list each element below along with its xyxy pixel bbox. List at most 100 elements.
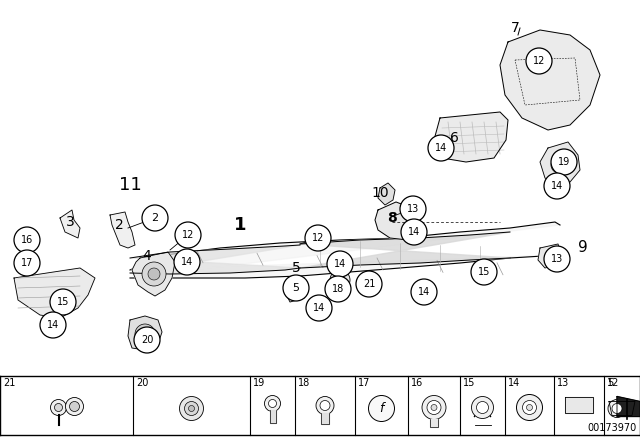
Circle shape [369, 396, 394, 422]
Text: 17: 17 [21, 258, 33, 268]
Circle shape [179, 396, 204, 421]
Text: 21: 21 [3, 378, 15, 388]
Circle shape [142, 205, 168, 231]
Text: 14: 14 [47, 320, 59, 330]
Circle shape [551, 149, 577, 175]
Circle shape [174, 249, 200, 275]
Text: 13: 13 [557, 378, 569, 388]
Text: 6: 6 [449, 131, 458, 145]
Polygon shape [130, 222, 560, 278]
Circle shape [471, 259, 497, 285]
Polygon shape [540, 142, 580, 185]
Circle shape [330, 270, 350, 290]
Circle shape [427, 401, 441, 414]
Circle shape [477, 401, 488, 414]
Polygon shape [565, 397, 593, 414]
Polygon shape [269, 410, 275, 423]
Circle shape [134, 327, 160, 353]
Circle shape [608, 400, 626, 418]
Polygon shape [300, 232, 510, 268]
Circle shape [140, 329, 150, 339]
Text: 11: 11 [118, 176, 141, 194]
Circle shape [325, 276, 351, 302]
Text: 15: 15 [478, 267, 490, 277]
Circle shape [51, 400, 67, 415]
Text: 9: 9 [578, 241, 588, 255]
Circle shape [269, 400, 276, 408]
Text: 14: 14 [181, 257, 193, 267]
Text: 2: 2 [152, 213, 159, 223]
Polygon shape [132, 252, 175, 296]
Text: 4: 4 [143, 249, 152, 263]
Polygon shape [375, 202, 420, 240]
Circle shape [544, 246, 570, 272]
Circle shape [184, 401, 198, 415]
Polygon shape [434, 112, 508, 162]
Polygon shape [286, 278, 308, 302]
Circle shape [431, 405, 437, 410]
Text: 14: 14 [334, 259, 346, 269]
Text: 15: 15 [463, 378, 476, 388]
Circle shape [316, 396, 334, 414]
Text: 14: 14 [313, 303, 325, 313]
Polygon shape [378, 183, 395, 205]
Text: 16: 16 [21, 235, 33, 245]
Circle shape [14, 250, 40, 276]
Circle shape [189, 405, 195, 412]
Circle shape [551, 157, 567, 173]
Text: 7: 7 [511, 21, 520, 35]
Circle shape [14, 227, 40, 253]
Circle shape [400, 196, 426, 222]
Circle shape [472, 396, 493, 418]
Text: 12: 12 [312, 233, 324, 243]
Circle shape [50, 289, 76, 315]
Polygon shape [321, 414, 329, 425]
Text: 5: 5 [607, 378, 613, 388]
Circle shape [320, 401, 330, 410]
Text: f: f [380, 402, 384, 415]
Polygon shape [110, 212, 135, 248]
Circle shape [527, 405, 532, 410]
Polygon shape [130, 245, 300, 274]
Circle shape [401, 219, 427, 245]
Text: 13: 13 [551, 254, 563, 264]
Circle shape [522, 401, 536, 414]
Text: 20: 20 [136, 378, 148, 388]
Circle shape [54, 404, 63, 412]
Text: 14: 14 [508, 378, 520, 388]
Circle shape [40, 312, 66, 338]
Polygon shape [60, 210, 80, 238]
Text: 17: 17 [358, 378, 371, 388]
Text: 14: 14 [435, 143, 447, 153]
Text: 15: 15 [57, 297, 69, 307]
Polygon shape [14, 268, 95, 318]
Polygon shape [500, 30, 600, 130]
Text: 5: 5 [292, 261, 300, 275]
Text: 14: 14 [551, 181, 563, 191]
Text: 14: 14 [408, 227, 420, 237]
Circle shape [327, 251, 353, 277]
Circle shape [142, 262, 166, 286]
Text: 19: 19 [558, 157, 570, 167]
Text: 18: 18 [332, 284, 344, 294]
Text: 12: 12 [182, 230, 194, 240]
Polygon shape [430, 419, 438, 427]
Circle shape [306, 295, 332, 321]
Circle shape [411, 279, 437, 305]
Text: 20: 20 [141, 335, 153, 345]
Text: 19: 19 [253, 378, 265, 388]
Circle shape [422, 396, 446, 419]
Circle shape [175, 222, 201, 248]
Text: 12: 12 [607, 378, 620, 388]
Text: 13: 13 [407, 204, 419, 214]
Circle shape [264, 396, 280, 412]
Circle shape [148, 268, 160, 280]
Polygon shape [128, 316, 162, 350]
Text: 18: 18 [298, 378, 310, 388]
Text: 00173970: 00173970 [588, 423, 637, 433]
Text: 14: 14 [418, 287, 430, 297]
Circle shape [428, 135, 454, 161]
Text: 3: 3 [66, 215, 74, 229]
Circle shape [516, 395, 543, 421]
Polygon shape [609, 401, 635, 415]
